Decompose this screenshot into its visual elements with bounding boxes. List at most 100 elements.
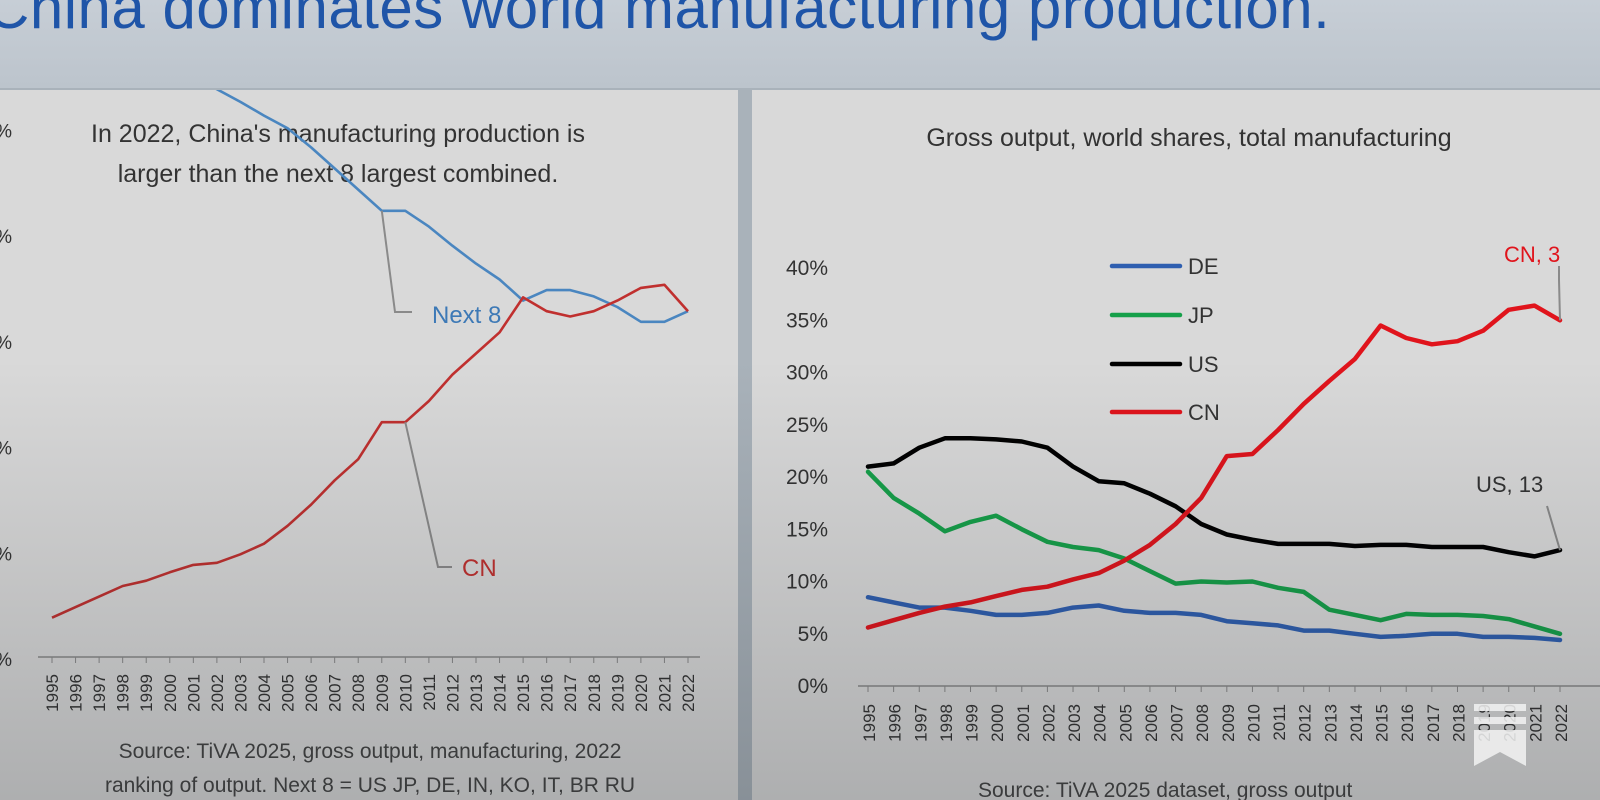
- left-y-tick-label: %: [0, 122, 12, 143]
- right-x-tick-label: 2013: [1321, 704, 1340, 742]
- left-y-tick-label: %: [0, 227, 12, 248]
- right-annotation-leader: [1546, 505, 1561, 551]
- right-x-tick-label: 1997: [911, 704, 930, 742]
- right-y-tick-label: 35%: [786, 309, 828, 332]
- right-x-tick-label: 1998: [937, 704, 956, 742]
- left-annotation-leader: [380, 210, 412, 313]
- left-annotation-cn: CN: [462, 555, 497, 582]
- right-x-tick-label: 2001: [1014, 704, 1033, 742]
- right-series-jp-line: [865, 469, 1563, 637]
- left-x-tick-label: 2016: [538, 674, 557, 712]
- left-annotation-next8: Next 8: [432, 302, 501, 329]
- left-x-tick-label: 2002: [208, 674, 227, 712]
- right-x-tick-label: 2009: [1219, 704, 1238, 742]
- left-x-tick-label: 2007: [326, 674, 345, 712]
- left-x-tick-label: 2006: [302, 674, 321, 712]
- left-x-tick-label: 2022: [679, 674, 698, 712]
- left-chart-title-line: In 2022, China's manufacturing productio…: [91, 120, 585, 148]
- right-x-tick-label: 2011: [1270, 704, 1289, 741]
- left-x-tick-label: 1997: [90, 674, 109, 712]
- right-annotation-us: US, 13: [1476, 472, 1543, 497]
- left-x-tick-label: 1999: [137, 674, 156, 712]
- left-x-tick-label: 2018: [585, 674, 604, 712]
- left-x-tick-label: 2015: [514, 674, 533, 712]
- left-chart-title-line: larger than the next 8 largest combined.: [118, 160, 559, 188]
- left-series-next-8-line: [215, 90, 689, 324]
- left-source-line: ranking of output. Next 8 = US JP, DE, I…: [105, 774, 635, 797]
- right-y-tick-label: 20%: [786, 466, 828, 489]
- right-chart-title: Gross output, world shares, total manufa…: [926, 124, 1451, 152]
- left-x-tick-label: 2011: [420, 674, 439, 711]
- right-y-tick-label: 10%: [786, 571, 828, 594]
- left-x-tick-label: 2017: [561, 674, 580, 712]
- left-y-tick-label: %: [0, 333, 12, 354]
- right-y-tick-label: 0%: [798, 675, 828, 698]
- right-x-tick-label: 2008: [1193, 704, 1212, 742]
- left-x-tick-label: 2009: [373, 674, 392, 712]
- right-annotation-leader: [1558, 266, 1561, 321]
- left-x-tick-label: 1995: [43, 674, 62, 712]
- left-x-tick-label: 2021: [655, 674, 674, 712]
- left-x-tick-label: 2000: [161, 674, 180, 712]
- right-series-cn-line: [865, 303, 1563, 630]
- right-x-tick-label: 2004: [1091, 704, 1110, 742]
- right-y-tick-label: 25%: [786, 414, 828, 437]
- left-x-tick-label: 2010: [396, 674, 415, 712]
- right-series-de-line: [865, 594, 1563, 643]
- left-x-tick-label: 1996: [67, 674, 86, 712]
- right-x-tick-label: 2016: [1398, 704, 1417, 742]
- legend-label-cn: CN: [1188, 400, 1220, 425]
- right-x-tick-label: 2015: [1373, 704, 1392, 742]
- left-x-tick-label: 2020: [632, 674, 651, 712]
- headline-banner: China dominates world manufacturing prod…: [0, 0, 1600, 88]
- left-x-tick-label: 1998: [114, 674, 133, 712]
- right-annotation-cn: CN, 3: [1504, 242, 1560, 267]
- left-x-tick-label: 2012: [443, 674, 462, 712]
- right-x-tick-label: 2021: [1526, 704, 1545, 742]
- right-x-tick-label: 2006: [1142, 704, 1161, 742]
- left-y-tick-label: %: [0, 650, 12, 671]
- right-x-tick-label: 2000: [988, 704, 1007, 742]
- right-x-tick-label: 2003: [1065, 704, 1084, 742]
- left-x-tick-label: 2008: [349, 674, 368, 712]
- right-x-tick-label: 2012: [1296, 704, 1315, 742]
- left-x-tick-label: 2001: [184, 674, 203, 712]
- right-y-tick-label: 5%: [798, 623, 828, 646]
- right-x-tick-label: 1995: [860, 704, 879, 742]
- left-x-tick-label: 2004: [255, 674, 274, 712]
- right-x-tick-label: 2018: [1449, 704, 1468, 742]
- right-y-tick-label: 15%: [786, 518, 828, 541]
- right-chart-panel: Gross output, world shares, total manufa…: [752, 90, 1600, 800]
- headline: China dominates world manufacturing prod…: [0, 0, 1331, 41]
- right-source-line: Source: TiVA 2025 dataset, gross output: [978, 779, 1353, 800]
- right-x-tick-label: 2005: [1116, 704, 1135, 742]
- right-x-tick-label: 1996: [886, 704, 905, 742]
- left-y-tick-label: %: [0, 439, 12, 460]
- right-y-tick-label: 30%: [786, 362, 828, 385]
- right-x-tick-label: 2010: [1244, 704, 1263, 742]
- left-series-cn-line: [51, 283, 689, 619]
- right-x-tick-label: 2014: [1347, 704, 1366, 742]
- legend-label-jp: JP: [1188, 303, 1214, 328]
- right-x-tick-label: 1999: [963, 704, 982, 742]
- right-y-tick-label: 40%: [786, 257, 828, 280]
- right-chart: Gross output, world shares, total manufa…: [786, 124, 1600, 800]
- left-chart: In 2022, China's manufacturing productio…: [0, 90, 700, 797]
- substack-bookmark-icon: [1474, 704, 1526, 766]
- left-x-tick-label: 2019: [608, 674, 627, 712]
- left-annotation-leader: [404, 421, 452, 568]
- right-x-tick-label: 2017: [1424, 704, 1443, 742]
- left-x-tick-label: 2003: [231, 674, 250, 712]
- left-y-tick-label: %: [0, 544, 12, 565]
- legend-label-de: DE: [1188, 254, 1219, 279]
- left-chart-panel: In 2022, China's manufacturing productio…: [0, 90, 738, 800]
- right-series-us-line: [865, 436, 1563, 559]
- left-source-line: Source: TiVA 2025, gross output, manufac…: [119, 740, 622, 763]
- left-x-tick-label: 2014: [491, 674, 510, 712]
- right-x-tick-label: 2007: [1168, 704, 1187, 742]
- right-x-tick-label: 2022: [1552, 704, 1571, 742]
- left-x-tick-label: 2005: [279, 674, 298, 712]
- right-x-tick-label: 2002: [1039, 704, 1058, 742]
- legend-label-us: US: [1188, 352, 1219, 377]
- left-x-tick-label: 2013: [467, 674, 486, 712]
